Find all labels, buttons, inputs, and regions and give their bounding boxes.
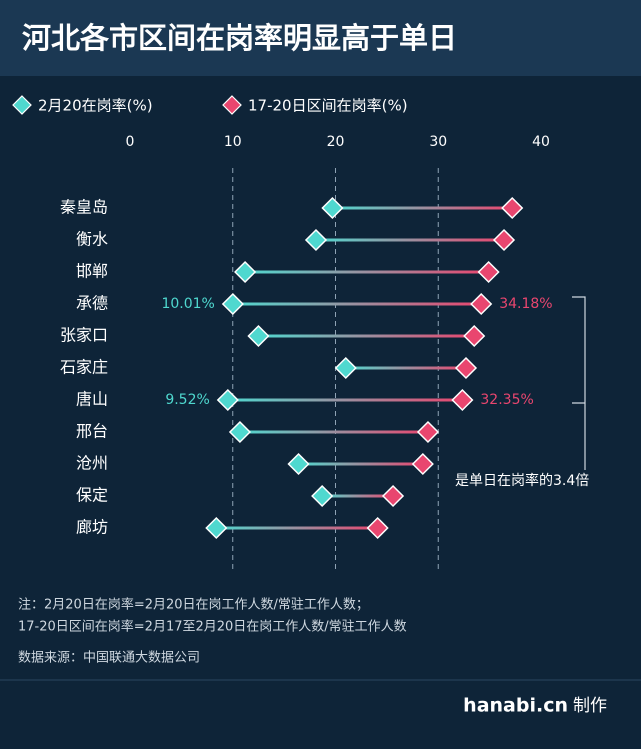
credit-site: hanabi.cn: [463, 695, 568, 717]
dot: [454, 356, 478, 380]
y-tick-label: 衡水: [76, 230, 108, 249]
y-tick-label: 沧州: [76, 454, 108, 473]
y-tick-label: 邢台: [76, 422, 108, 441]
dot: [234, 260, 257, 284]
value-label: 32.35%: [480, 392, 533, 408]
connector: [245, 270, 489, 274]
dot: [492, 228, 516, 252]
dot: [416, 420, 440, 444]
dot: [366, 516, 389, 540]
dot: [228, 420, 252, 444]
bracket: [572, 296, 586, 470]
connector: [216, 526, 378, 530]
dot: [470, 292, 493, 316]
y-tick-label: 张家口: [60, 326, 108, 345]
y-tick-label: 邯郸: [76, 262, 108, 281]
dot: [247, 324, 270, 348]
y-tick-label: 唐山: [76, 390, 108, 409]
y-tick-label: 秦皇岛: [60, 198, 108, 217]
value-label: 9.52%: [165, 392, 209, 408]
dot: [221, 292, 244, 316]
annotation: 是单日在岗率的3.4倍: [455, 472, 589, 489]
x-tick-label: 40: [532, 134, 550, 150]
credit-word: 制作: [573, 696, 607, 716]
connector: [232, 302, 482, 306]
connector: [227, 398, 463, 402]
note: 注：2月20日在岗率=2月20日在岗工作人数/常驻工作人数；: [18, 597, 369, 613]
y-tick-label: 保定: [76, 486, 108, 505]
dot: [205, 516, 228, 540]
x-tick-label: 0: [126, 134, 135, 150]
title-bar: [0, 0, 641, 76]
value-label: 10.01%: [161, 296, 214, 312]
x-tick-label: 30: [429, 134, 447, 150]
dot: [501, 196, 524, 220]
connector: [239, 430, 428, 434]
x-tick-label: 10: [224, 134, 242, 150]
dot: [311, 484, 334, 508]
dot: [304, 228, 328, 252]
source: 数据来源：中国联通大数据公司: [18, 651, 200, 666]
y-tick-label: 石家庄: [60, 358, 108, 377]
y-tick-label: 承德: [76, 294, 108, 313]
dot: [463, 324, 486, 348]
dot: [411, 452, 434, 476]
connector: [345, 366, 466, 370]
y-tick-label: 廊坊: [76, 518, 108, 537]
dot: [451, 388, 474, 412]
legend-label: 2月20在岗率(%): [38, 97, 153, 115]
connector: [332, 206, 513, 210]
connector: [298, 462, 423, 466]
connector: [258, 334, 475, 338]
dot: [334, 356, 357, 380]
legend-swatch: [222, 95, 242, 115]
x-tick-label: 20: [327, 134, 345, 150]
dot: [216, 388, 239, 412]
legend-label: 17-20日区间在岗率(%): [248, 97, 408, 115]
note: 17-20日区间在岗率=2月17至2月20日在岗工作人数/常驻工作人数: [18, 619, 407, 635]
dot: [287, 452, 310, 476]
legend-swatch: [12, 95, 32, 115]
chart-title: 河北各市区间在岗率明显高于单日: [22, 21, 457, 55]
dot: [381, 484, 405, 508]
connector: [322, 494, 394, 498]
dot: [477, 260, 500, 284]
dot: [321, 196, 344, 220]
value-label: 34.18%: [499, 296, 552, 312]
connector: [315, 238, 505, 242]
